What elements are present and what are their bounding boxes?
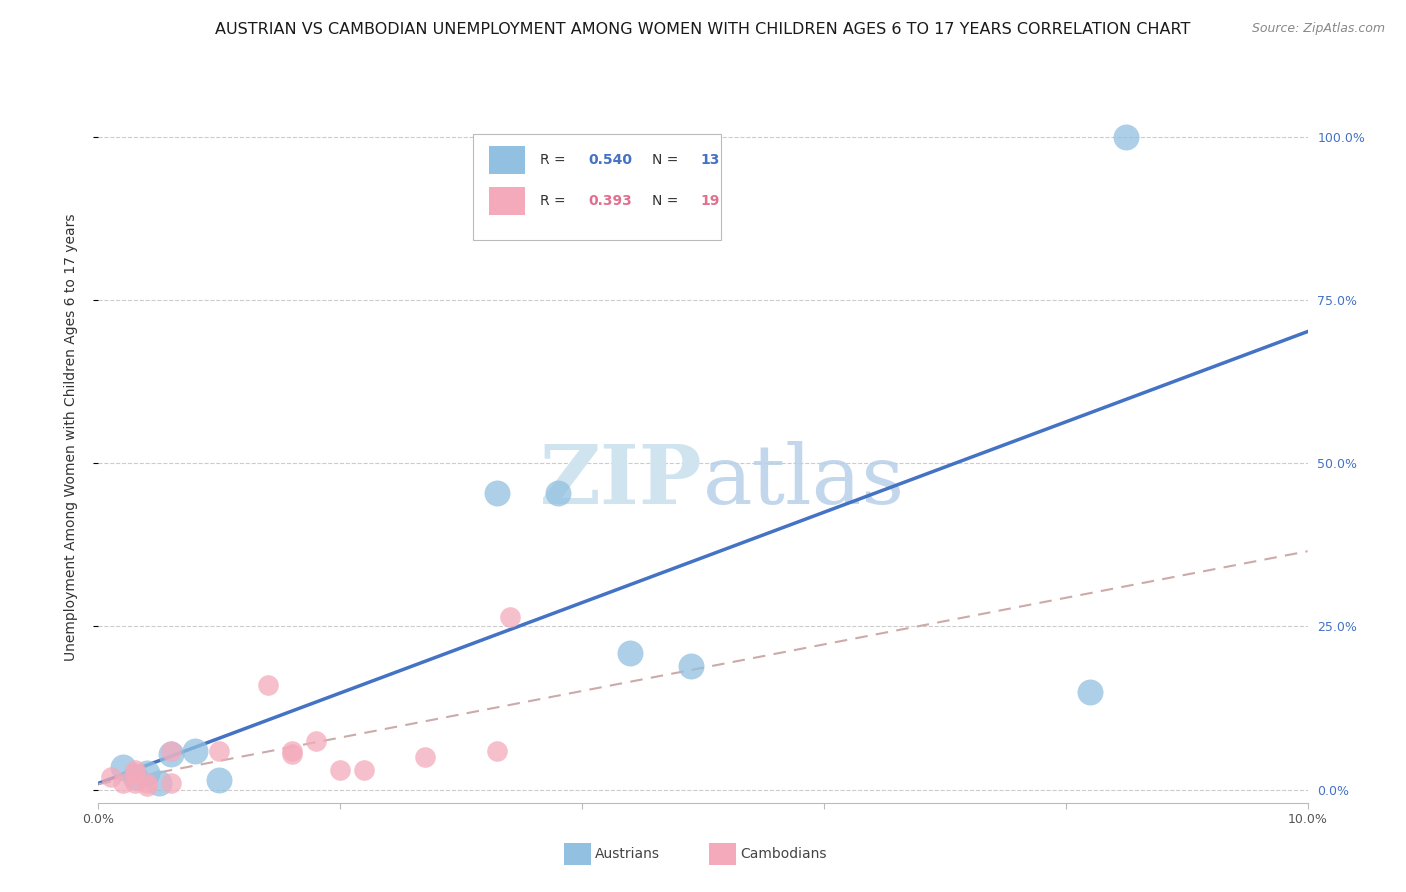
Text: atlas: atlas (703, 441, 905, 521)
Point (111, 776, 134, 790)
Bar (564, 843, 591, 865)
Point (148, 776, 170, 790)
Point (413, 750, 436, 764)
Point (281, 743, 304, 757)
Bar (709, 843, 735, 865)
Point (208, 772, 231, 787)
Point (1078, 685, 1101, 699)
Point (111, 760, 134, 774)
Point (486, 485, 509, 500)
Point (124, 770, 146, 784)
Text: N =: N = (652, 194, 683, 208)
Text: R =: R = (540, 153, 569, 167)
Text: 13: 13 (700, 153, 720, 167)
Point (160, 776, 183, 790)
Point (281, 747, 304, 761)
Text: Cambodians: Cambodians (741, 847, 827, 861)
Text: 0.540: 0.540 (588, 153, 633, 167)
Point (135, 776, 157, 790)
Text: R =: R = (540, 194, 569, 208)
Point (160, 747, 183, 761)
Point (135, 766, 157, 780)
Point (135, 780, 157, 794)
Point (256, 678, 278, 692)
Point (184, 743, 207, 757)
Text: ZIP: ZIP (540, 441, 703, 521)
Point (160, 743, 183, 757)
Point (1115, 129, 1137, 144)
Point (329, 763, 352, 777)
Point (498, 609, 520, 624)
Point (124, 763, 146, 777)
Bar (489, 187, 526, 215)
Point (124, 776, 146, 790)
Point (208, 743, 231, 757)
Point (547, 485, 569, 500)
Point (679, 658, 702, 673)
Text: Austrians: Austrians (595, 847, 661, 861)
Text: N =: N = (652, 153, 683, 167)
Text: Source: ZipAtlas.com: Source: ZipAtlas.com (1251, 22, 1385, 36)
Point (619, 646, 641, 660)
Y-axis label: Unemployment Among Women with Children Ages 6 to 17 years: Unemployment Among Women with Children A… (63, 213, 77, 661)
Point (305, 733, 328, 747)
Bar (489, 146, 526, 174)
Text: AUSTRIAN VS CAMBODIAN UNEMPLOYMENT AMONG WOMEN WITH CHILDREN AGES 6 TO 17 YEARS : AUSTRIAN VS CAMBODIAN UNEMPLOYMENT AMONG… (215, 22, 1191, 37)
Point (124, 766, 146, 780)
FancyBboxPatch shape (474, 134, 721, 240)
Point (353, 763, 375, 777)
Point (486, 743, 509, 757)
Point (100, 770, 122, 784)
Text: 0.393: 0.393 (588, 194, 631, 208)
Text: 19: 19 (700, 194, 720, 208)
